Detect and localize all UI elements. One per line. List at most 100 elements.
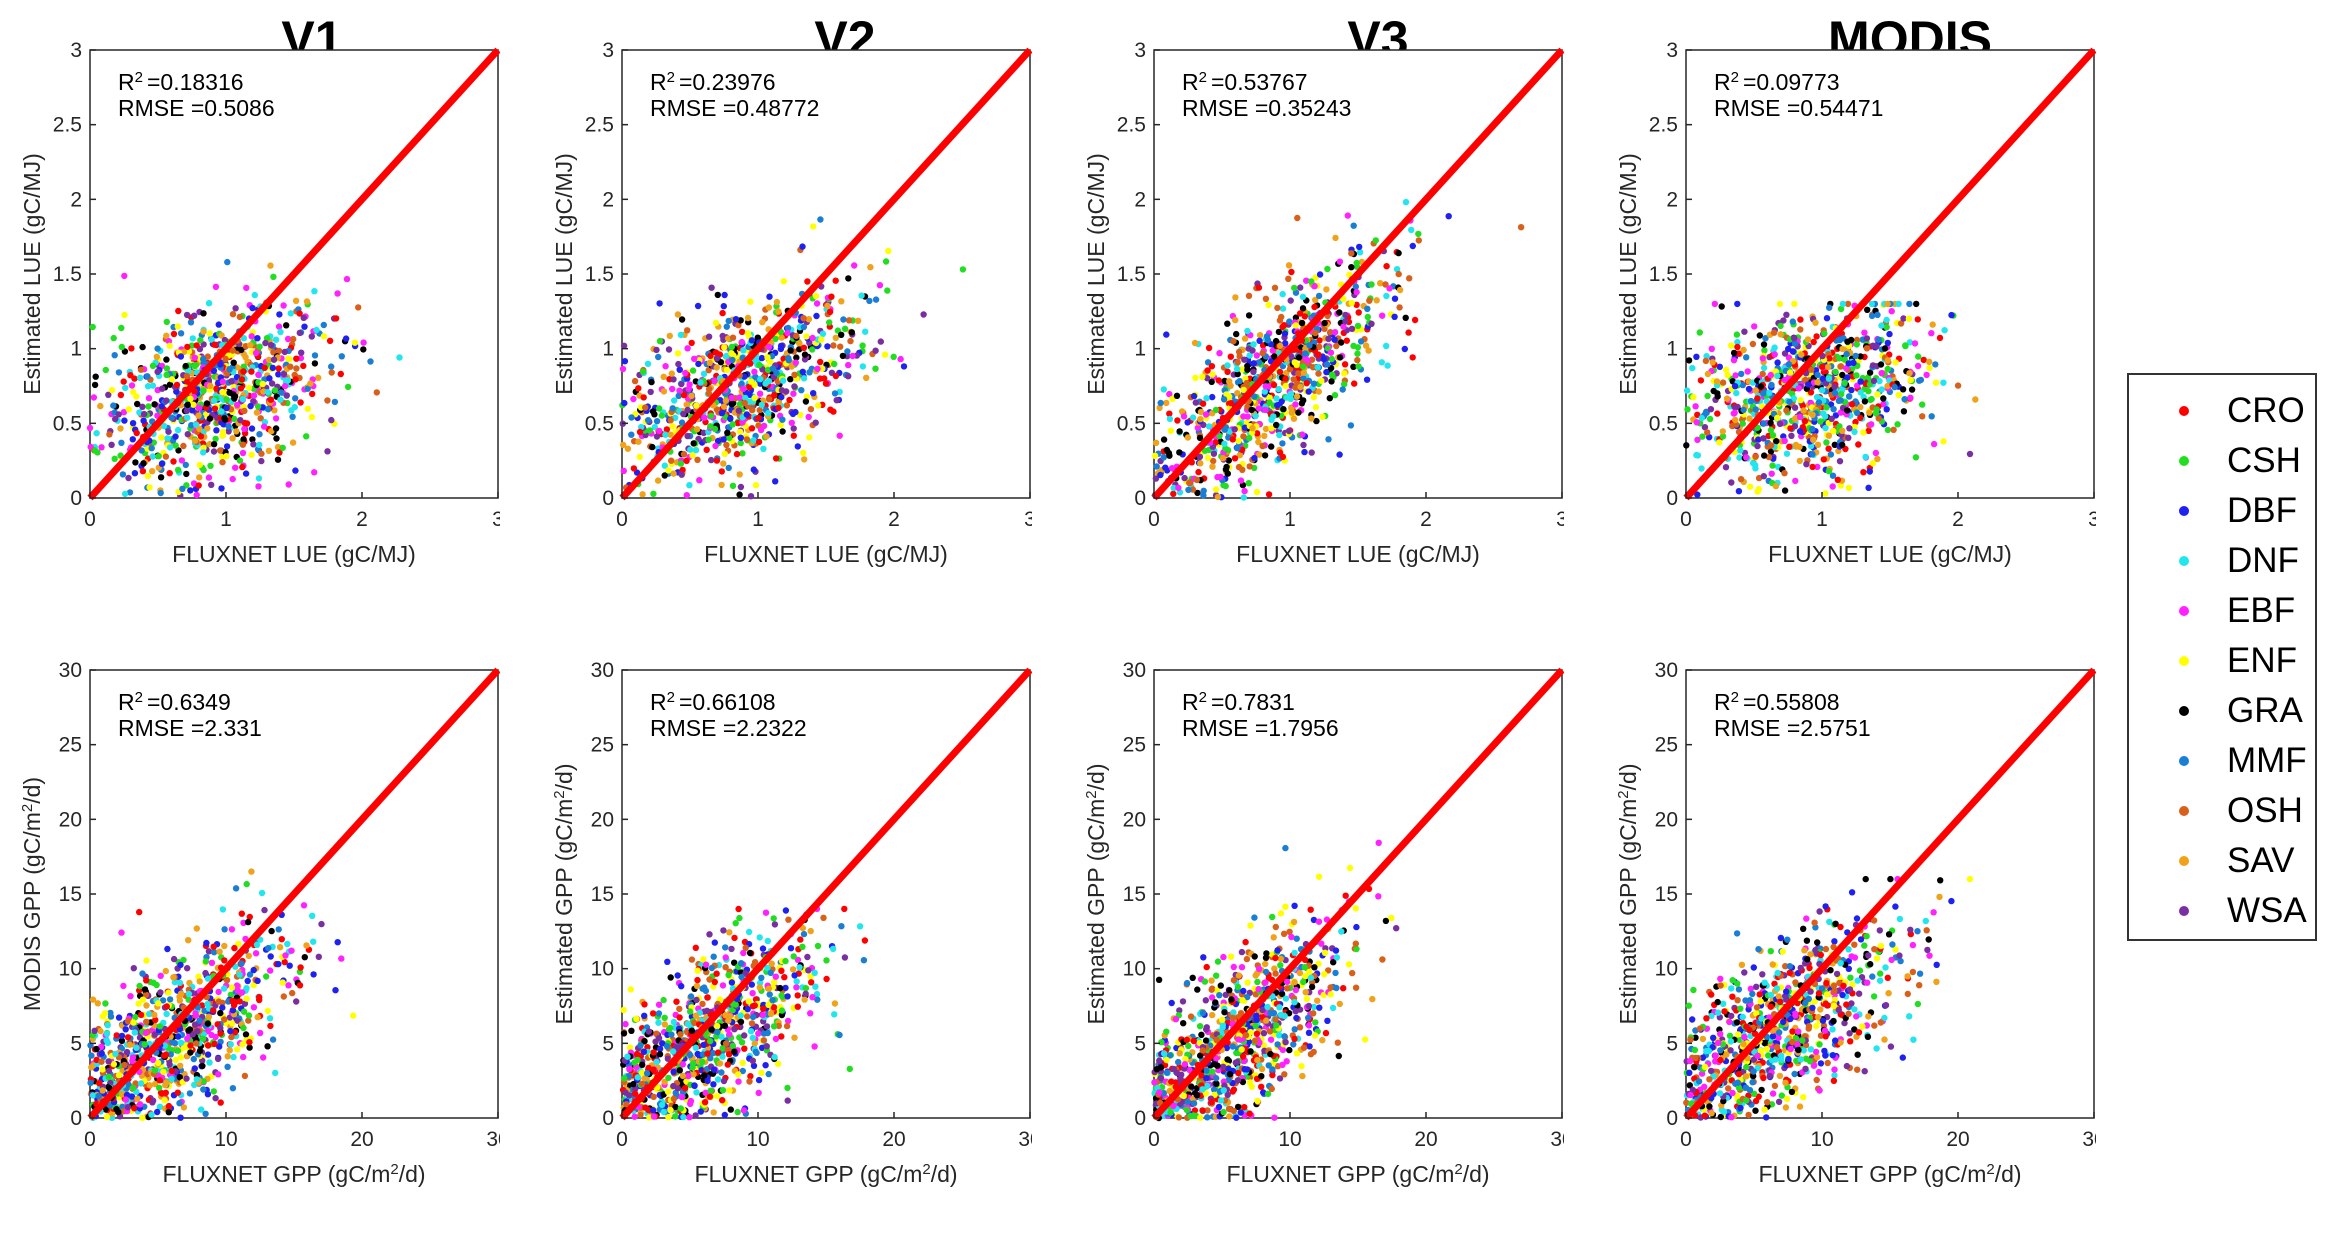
scatter-point — [245, 1012, 253, 1019]
scatter-point — [168, 1075, 175, 1083]
scatter-point — [745, 928, 753, 936]
scatter-point — [159, 997, 167, 1004]
scatter-point — [1251, 454, 1258, 462]
scatter-point — [206, 330, 213, 337]
scatter-point — [1318, 377, 1325, 384]
scatter-point — [767, 358, 774, 366]
scatter-point — [118, 1091, 126, 1098]
scatter-point — [156, 1023, 164, 1030]
scatter-point — [748, 337, 756, 344]
scatter-point — [1718, 303, 1725, 310]
scatter-point — [1728, 479, 1735, 486]
scatter-point — [156, 1077, 163, 1084]
scatter-point — [708, 456, 715, 464]
scatter-point — [1163, 399, 1170, 407]
scatter-point — [199, 1035, 207, 1042]
scatter-point — [1791, 340, 1799, 347]
scatter-point — [746, 1078, 753, 1085]
scatter-point — [166, 444, 174, 451]
scatter-point — [662, 363, 669, 370]
scatter-point — [94, 449, 101, 456]
scatter-point — [1878, 386, 1885, 393]
scatter-point — [1760, 341, 1768, 348]
scatter-point — [251, 291, 258, 299]
scatter-point — [202, 1110, 209, 1117]
scatter-point — [686, 482, 693, 489]
y-tick-label: 2 — [602, 188, 614, 211]
scatter-point — [244, 977, 251, 985]
scatter-point — [1839, 427, 1846, 434]
scatter-point — [110, 402, 117, 409]
scatter-point — [1276, 368, 1284, 376]
scatter-point — [1810, 436, 1817, 443]
scatter-point — [1391, 295, 1399, 302]
scatter-point — [832, 334, 839, 341]
scatter-point — [810, 223, 817, 230]
scatter-point — [1877, 361, 1885, 368]
scatter-point — [1200, 487, 1207, 494]
scatter-point — [1821, 330, 1828, 337]
scatter-point — [778, 387, 786, 394]
scatter-point — [1813, 393, 1821, 401]
scatter-point — [1324, 361, 1331, 368]
scatter-point — [1848, 401, 1856, 408]
scatter-point — [174, 1047, 182, 1054]
scatter-point — [1787, 425, 1794, 432]
scatter-point — [1285, 427, 1293, 435]
scatter-point — [872, 365, 879, 372]
scatter-point — [1170, 490, 1177, 497]
scatter-point — [1214, 493, 1222, 501]
x-tick-label: 1 — [1816, 508, 1828, 531]
y-tick-label: 0.5 — [53, 412, 82, 435]
scatter-point — [160, 1068, 167, 1076]
scatter-point — [250, 397, 257, 405]
scatter-point — [1728, 342, 1735, 349]
scatter-point — [160, 422, 168, 430]
scatter-point — [206, 382, 214, 389]
scatter-point — [1906, 300, 1913, 308]
scatter-point — [1386, 285, 1393, 292]
scatter-point — [882, 258, 890, 265]
scatter-point — [1690, 394, 1697, 401]
scatter-point — [210, 367, 218, 374]
scatter-point — [775, 398, 782, 406]
scatter-point — [1276, 431, 1283, 439]
scatter-point — [656, 337, 664, 345]
scatter-point — [826, 308, 834, 316]
scatter-point — [177, 1114, 184, 1121]
scatter-point — [199, 1062, 206, 1070]
scatter-point — [771, 391, 778, 399]
scatter-point — [1772, 482, 1780, 490]
scatter-point — [102, 366, 110, 374]
scatter-point — [1873, 406, 1880, 413]
scatter-point — [226, 1014, 233, 1021]
scatter-point — [1245, 480, 1252, 487]
scatter-point — [1356, 249, 1364, 256]
scatter-point — [189, 335, 196, 342]
scatter-point — [1297, 383, 1304, 391]
scatter-point — [1761, 347, 1768, 354]
scatter-point — [737, 439, 744, 447]
scatter-point — [692, 446, 700, 454]
scatter-panel-gpp-v2: 0102030051015202530FLUXNET GPP (gC/m2/d)… — [551, 660, 1032, 1187]
scatter-point — [205, 1042, 212, 1049]
scatter-point — [796, 340, 803, 347]
scatter-point — [1261, 388, 1268, 395]
scatter-point — [1234, 390, 1241, 397]
scatter-point — [1685, 357, 1693, 364]
scatter-point — [862, 328, 869, 335]
scatter-point — [210, 397, 218, 404]
scatter-point — [1773, 438, 1780, 445]
scatter-point — [1217, 473, 1224, 481]
scatter-point — [265, 406, 272, 413]
scatter-point — [200, 444, 207, 451]
scatter-point — [1312, 274, 1319, 281]
scatter-point — [1693, 451, 1700, 459]
scatter-point — [778, 334, 785, 341]
scatter-point — [234, 1017, 241, 1024]
scatter-point — [668, 457, 675, 464]
scatter-point — [1308, 278, 1315, 285]
scatter-point — [1883, 316, 1890, 324]
scatter-point — [714, 291, 721, 299]
scatter-point — [1292, 322, 1299, 329]
